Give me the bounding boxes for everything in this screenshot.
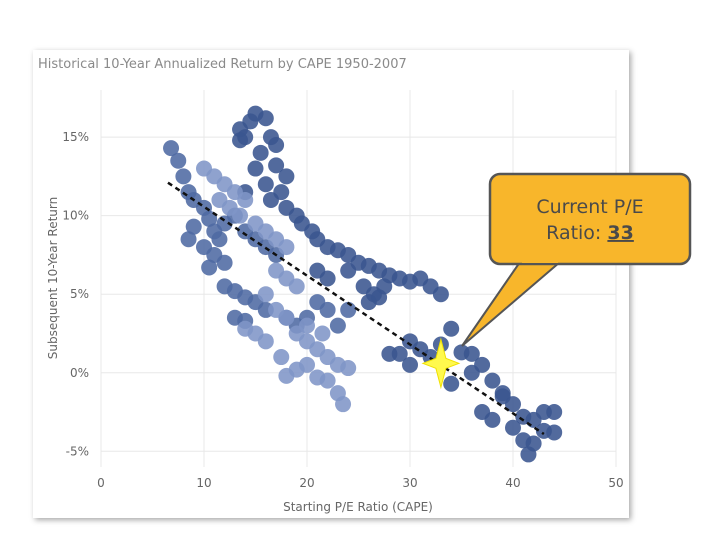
scatter-point bbox=[520, 446, 537, 463]
scatter-point bbox=[257, 110, 274, 127]
scatter-point bbox=[288, 278, 305, 295]
callout-seam bbox=[522, 258, 558, 263]
scatter-point bbox=[232, 132, 249, 149]
scatter-point bbox=[463, 364, 480, 381]
scatter-point bbox=[309, 262, 326, 279]
scatter-point bbox=[484, 372, 501, 389]
scatter-point bbox=[319, 301, 336, 318]
scatter-point bbox=[170, 152, 187, 169]
scatter-point bbox=[237, 320, 254, 337]
x-tick-label: 20 bbox=[299, 476, 314, 490]
scatter-point bbox=[201, 210, 218, 227]
scatter-point bbox=[247, 160, 264, 177]
callout-line1: Current P/E bbox=[536, 196, 643, 218]
scatter-point bbox=[340, 360, 357, 377]
scatter-point bbox=[340, 262, 357, 279]
scatter-point bbox=[180, 231, 197, 248]
scatter-point bbox=[329, 317, 346, 334]
scatter-point bbox=[252, 144, 269, 161]
chart-title: Historical 10-Year Annualized Return by … bbox=[38, 57, 407, 72]
x-tick-label: 40 bbox=[505, 476, 520, 490]
scatter-point bbox=[257, 176, 274, 193]
scatter-point bbox=[443, 320, 460, 337]
trendline bbox=[167, 181, 545, 436]
x-tick-label: 30 bbox=[402, 476, 417, 490]
scatter-point bbox=[278, 168, 295, 185]
scatter-point bbox=[163, 140, 180, 157]
scatter-point bbox=[494, 388, 511, 405]
scatter-point bbox=[309, 369, 326, 386]
scatter-point bbox=[484, 411, 501, 428]
current-star bbox=[421, 337, 461, 390]
scatter-point bbox=[216, 254, 233, 271]
scatter-point bbox=[273, 349, 290, 366]
scatter-point bbox=[237, 191, 254, 208]
callout-line2: Ratio: 33 bbox=[546, 222, 634, 244]
scatter-point bbox=[278, 239, 295, 256]
y-tick-label: -5% bbox=[66, 444, 89, 458]
scatter-point bbox=[340, 301, 357, 318]
callout-value: 33 bbox=[607, 222, 633, 244]
scatter-point bbox=[226, 309, 243, 326]
scatter-point bbox=[175, 168, 192, 185]
scatter-point bbox=[432, 286, 449, 303]
scatter-point bbox=[463, 345, 480, 362]
y-tick-label: 0% bbox=[70, 366, 89, 380]
x-tick-label: 0 bbox=[97, 476, 105, 490]
scatter-point bbox=[278, 309, 295, 326]
callout-label: Ratio: bbox=[546, 222, 601, 244]
scatter-point bbox=[443, 375, 460, 392]
scatter-point bbox=[381, 345, 398, 362]
x-tick-label: 50 bbox=[608, 476, 623, 490]
y-tick-label: 15% bbox=[62, 130, 89, 144]
scatter-point bbox=[201, 259, 218, 276]
scatter-point bbox=[268, 157, 285, 174]
scatter-point bbox=[185, 218, 202, 235]
callout-box bbox=[488, 172, 692, 266]
scatter-point bbox=[505, 419, 521, 436]
x-tick-label: 10 bbox=[196, 476, 211, 490]
scatter-point bbox=[288, 361, 305, 378]
scatter-point bbox=[402, 356, 418, 373]
scatter-point bbox=[262, 191, 279, 208]
scatter-point bbox=[299, 317, 315, 334]
scatter-point bbox=[314, 325, 331, 342]
scatter-point bbox=[211, 231, 228, 248]
scatter-point bbox=[546, 424, 563, 441]
scatter-point bbox=[335, 396, 352, 413]
scatter-point bbox=[546, 404, 563, 421]
y-axis-title: Subsequent 10-Year Return bbox=[46, 197, 60, 359]
overlay: Current P/E Ratio: 33 bbox=[167, 172, 692, 436]
scatter-point bbox=[376, 278, 393, 295]
scatter-point bbox=[257, 286, 274, 303]
x-axis-title: Starting P/E Ratio (CAPE) bbox=[283, 500, 433, 514]
scatter-point bbox=[360, 294, 377, 311]
scatter-point bbox=[268, 136, 285, 153]
y-tick-label: 5% bbox=[70, 287, 89, 301]
plot-area bbox=[163, 105, 563, 463]
y-tick-label: 10% bbox=[62, 209, 89, 223]
scatter-point bbox=[232, 207, 249, 224]
